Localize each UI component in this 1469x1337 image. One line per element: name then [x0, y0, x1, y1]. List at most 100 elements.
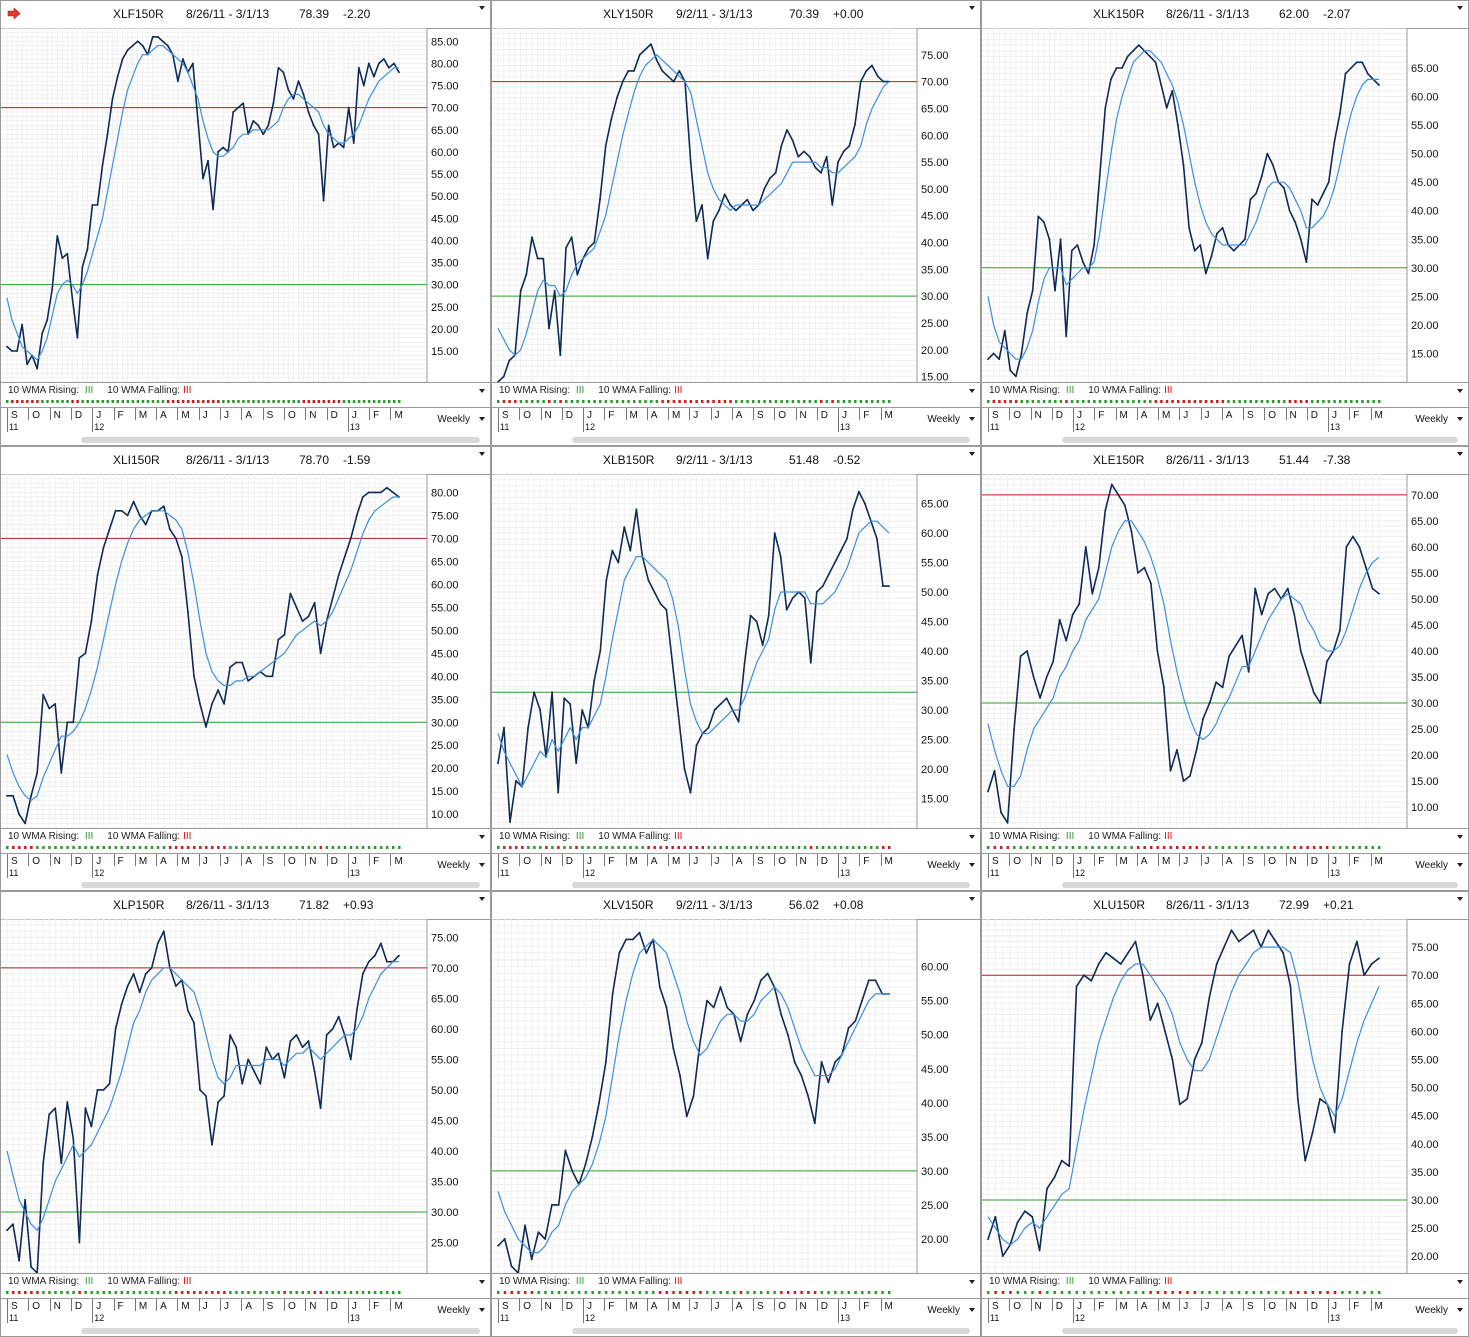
- month-tick: [305, 854, 307, 866]
- timeframe-selector[interactable]: Weekly: [927, 1305, 960, 1316]
- chart-menu-icon[interactable]: [479, 897, 485, 901]
- price-point: [1186, 1097, 1189, 1100]
- horizontal-scrollbar[interactable]: [81, 1328, 480, 1334]
- chart-menu-icon[interactable]: [1457, 897, 1463, 901]
- indicator-menu-icon[interactable]: [479, 389, 485, 393]
- month-label: J: [693, 1301, 699, 1312]
- timeframe-dropdown-icon[interactable]: [1457, 863, 1463, 867]
- price-point: [106, 133, 109, 136]
- indicator-menu-icon[interactable]: [969, 1280, 975, 1284]
- y-tick-label: 35.00: [431, 1176, 459, 1188]
- chart-menu-icon[interactable]: [969, 6, 975, 10]
- rising-dot: [81, 400, 84, 403]
- horizontal-scrollbar[interactable]: [572, 1328, 970, 1334]
- chart-panel-xlp150r[interactable]: XLP150R 8/26/11 - 3/1/13 71.82 +0.93 75.00 70…: [0, 891, 491, 1337]
- timeframe-dropdown-icon[interactable]: [479, 863, 485, 867]
- y-tick-label: 55.00: [921, 996, 949, 1008]
- horizontal-scrollbar[interactable]: [572, 437, 970, 443]
- price-point: [807, 1095, 810, 1097]
- chart-menu-icon[interactable]: [1457, 6, 1463, 10]
- y-tick-label: 55.00: [921, 157, 949, 169]
- timeframe-dropdown-icon[interactable]: [1457, 417, 1463, 421]
- chart-menu-icon[interactable]: [969, 452, 975, 456]
- year-tick: [1073, 420, 1074, 432]
- month-tick: [1009, 408, 1011, 420]
- horizontal-scrollbar[interactable]: [572, 882, 970, 888]
- month-label: N: [53, 856, 61, 867]
- timeframe-selector[interactable]: Weekly: [1415, 860, 1448, 871]
- y-tick-label: 60.00: [921, 130, 949, 142]
- falling-dot: [723, 400, 727, 403]
- indicator-menu-icon[interactable]: [969, 835, 975, 839]
- price-point: [54, 702, 57, 705]
- chart-menu-icon[interactable]: [969, 897, 975, 901]
- rising-dot: [635, 846, 638, 849]
- indicator-menu-icon[interactable]: [1457, 1280, 1463, 1284]
- price-point: [575, 762, 578, 764]
- price-point: [1071, 613, 1074, 616]
- price-chart: 70.0065.0060.0055.0050.0045.0040.0035.00…: [982, 474, 1439, 828]
- chart-panel-xly150r[interactable]: XLY150R 9/2/11 - 3/1/13 70.39 +0.00 75.00 70.…: [491, 0, 981, 446]
- horizontal-scrollbar[interactable]: [1062, 882, 1458, 888]
- year-label: 13: [840, 868, 851, 878]
- timeframe-selector[interactable]: Weekly: [1415, 414, 1448, 425]
- month-label: J: [587, 856, 592, 867]
- chart-panel-xlb150r[interactable]: XLB150R 9/2/11 - 3/1/13 51.48 -0.52 65.00 60.…: [491, 446, 981, 891]
- falling-dot: [1065, 400, 1068, 403]
- timeframe-selector[interactable]: Weekly: [437, 414, 470, 425]
- indicator-menu-icon[interactable]: [1457, 835, 1463, 839]
- price-series-line: [987, 929, 1380, 1257]
- timeframe-selector[interactable]: Weekly: [1415, 1305, 1448, 1316]
- month-label: J: [1204, 410, 1210, 421]
- price-point: [199, 1088, 201, 1091]
- timeframe-dropdown-icon[interactable]: [969, 1308, 975, 1312]
- chart-menu-icon[interactable]: [479, 6, 485, 10]
- timeframe-selector[interactable]: Weekly: [927, 860, 960, 871]
- rising-label: 10 WMA Rising:: [499, 385, 571, 396]
- y-tick-label: 35.00: [921, 264, 949, 276]
- timeframe-dropdown-icon[interactable]: [969, 417, 975, 421]
- price-point: [864, 502, 866, 505]
- month-label: D: [1310, 856, 1318, 867]
- timeframe-dropdown-icon[interactable]: [969, 863, 975, 867]
- price-point: [12, 794, 14, 797]
- price-point: [211, 702, 213, 705]
- horizontal-scrollbar[interactable]: [1062, 437, 1458, 443]
- rising-dot: [1127, 1291, 1130, 1294]
- horizontal-scrollbar[interactable]: [1062, 1328, 1458, 1334]
- price-point: [994, 1215, 997, 1218]
- indicator-menu-icon[interactable]: [1457, 389, 1463, 393]
- indicator-menu-icon[interactable]: [969, 389, 975, 393]
- rising-dot: [361, 846, 365, 849]
- falling-dot: [1199, 400, 1202, 403]
- falling-dot: [16, 400, 19, 403]
- month-tick: [1243, 854, 1244, 866]
- timeframe-selector[interactable]: Weekly: [437, 1305, 470, 1316]
- timeframe-selector[interactable]: Weekly: [437, 860, 470, 871]
- timeframe-selector[interactable]: Weekly: [927, 414, 960, 425]
- indicator-menu-icon[interactable]: [479, 835, 485, 839]
- price-point: [54, 1107, 57, 1110]
- timeframe-dropdown-icon[interactable]: [479, 1308, 485, 1312]
- chart-panel-xlf150r[interactable]: XLF150R 8/26/11 - 3/1/13 78.39 -2.20 85.00 80…: [0, 0, 491, 446]
- chart-panel-xli150r[interactable]: XLI150R 8/26/11 - 3/1/13 78.70 -1.59 80.00 75…: [0, 446, 491, 891]
- price-point: [292, 97, 295, 100]
- horizontal-scrollbar[interactable]: [81, 882, 480, 888]
- chart-panel-xlv150r[interactable]: XLV150R 9/2/11 - 3/1/13 56.02 +0.08 60.00 55.…: [491, 891, 981, 1337]
- y-tick-label: 30.00: [431, 717, 459, 729]
- month-tick: [134, 1299, 136, 1311]
- chart-menu-icon[interactable]: [1457, 452, 1463, 456]
- chart-panel-xle150r[interactable]: XLE150R 8/26/11 - 3/1/13 51.44 -7.38 70.00 65…: [981, 446, 1469, 891]
- rising-dot: [283, 846, 286, 849]
- price-point: [570, 236, 573, 239]
- falling-dot: [1009, 400, 1012, 403]
- indicator-menu-icon[interactable]: [479, 1280, 485, 1284]
- chart-menu-icon[interactable]: [479, 452, 485, 456]
- chart-panel-xlu150r[interactable]: XLU150R 8/26/11 - 3/1/13 72.99 +0.21 75.00 70…: [981, 891, 1469, 1337]
- chart-panel-xlk150r[interactable]: XLK150R 8/26/11 - 3/1/13 62.00 -2.07 65.00 60…: [981, 0, 1469, 446]
- rising-dot: [746, 1291, 749, 1294]
- month-label: D: [565, 856, 573, 867]
- timeframe-dropdown-icon[interactable]: [479, 417, 485, 421]
- horizontal-scrollbar[interactable]: [81, 437, 480, 443]
- timeframe-dropdown-icon[interactable]: [1457, 1308, 1463, 1312]
